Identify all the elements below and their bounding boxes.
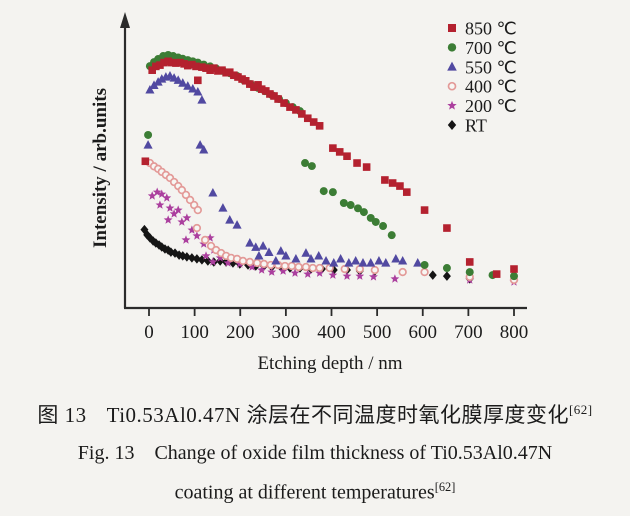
x-tick-label: 0 [144, 322, 154, 343]
x-tick-label: 100 [180, 322, 209, 343]
x-tick-label: 800 [500, 322, 529, 343]
legend-label: RT [465, 116, 487, 136]
x-tick-label: 400 [317, 322, 346, 343]
series-550 [143, 71, 423, 267]
series-850 [141, 57, 518, 278]
legend-item-400: 400 ℃ [447, 77, 517, 97]
x-tick-label: 700 [454, 322, 483, 343]
caption-zh-ref: [62] [568, 402, 593, 417]
series-400 [145, 158, 519, 285]
caption-zh-prefix: 图 13 [37, 403, 87, 427]
caption-en-text2: coating at different temperatures [174, 481, 435, 504]
caption-english-line1: Fig. 13 Change of oxide film thickness of… [0, 442, 630, 465]
legend-item-700: 700 ℃ [447, 38, 517, 58]
legend-item-850: 850 ℃ [448, 19, 517, 39]
legend-label: 550 ℃ [465, 57, 517, 77]
caption-english-line2: coating at different temperatures[62] [0, 480, 630, 505]
caption-en-prefix: Fig. 13 [77, 442, 135, 464]
x-tick-label: 300 [272, 322, 301, 343]
legend-label: 850 ℃ [465, 19, 517, 39]
caption-zh-text: Ti0.53Al0.47N 涂层在不同温度时氧化膜厚度变化 [106, 403, 569, 427]
chart-canvas: 0 100 200 300 400 500 600 700 800 Etching depth /… [90, 12, 528, 374]
x-tick-label: 500 [363, 322, 392, 343]
x-axis-label: Etching depth / nm [257, 353, 402, 374]
legend-label: 200 ℃ [465, 96, 517, 116]
x-tick-label: 600 [409, 322, 438, 343]
y-axis-label: Intensity / arb.units [90, 88, 111, 248]
legend-item-200: 200 ℃ [447, 96, 517, 116]
caption-en-ref: [62] [434, 480, 456, 494]
caption-en-text1: Change of oxide film thickness of Ti0.53… [154, 442, 553, 464]
axes [120, 12, 527, 310]
chart-area: 0 100 200 300 400 500 600 700 800 Etching depth /… [90, 12, 528, 374]
legend-label: 400 ℃ [465, 77, 517, 97]
x-tick-label: 200 [226, 322, 255, 343]
series-700 [144, 51, 518, 281]
caption-chinese: 图 13 Ti0.53Al0.47N 涂层在不同温度时氧化膜厚度变化[62] [0, 399, 630, 429]
x-axis-ticks: 0 100 200 300 400 500 600 700 800 [144, 308, 528, 343]
legend-item-550: 550 ℃ [447, 57, 517, 77]
legend-label: 700 ℃ [465, 38, 517, 58]
legend-item-rt: RT [447, 116, 487, 136]
